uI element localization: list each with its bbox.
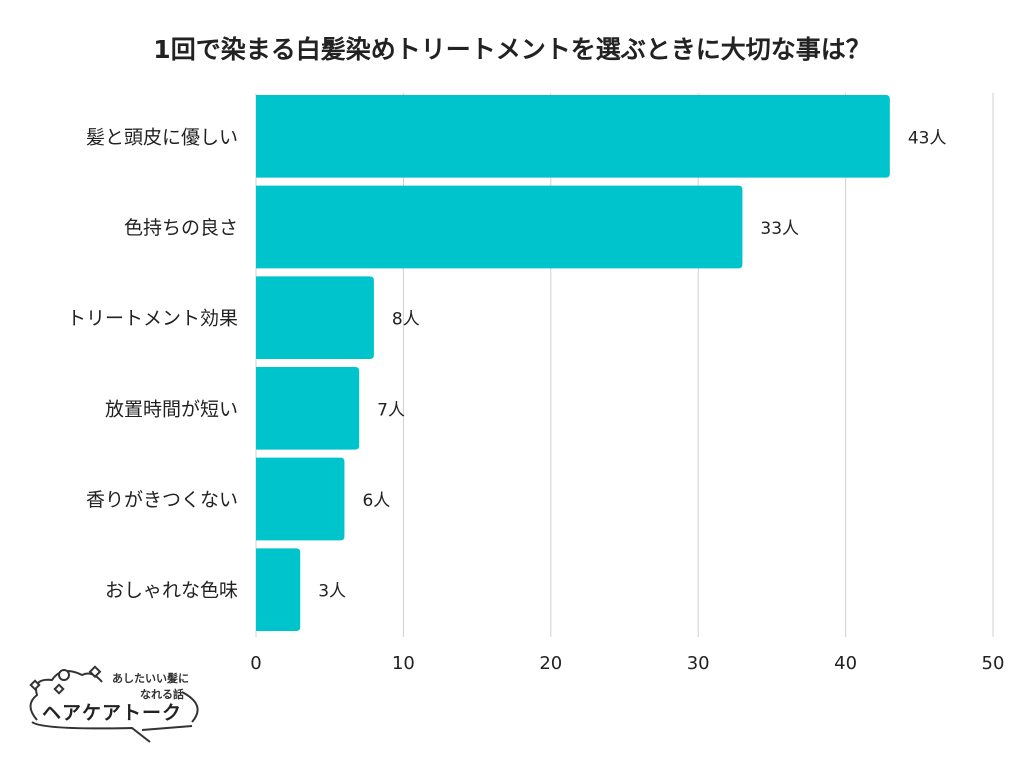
category-label: おしゃれな色味 [105,580,238,602]
data-label: 6人 [362,491,390,511]
x-tick-label: 40 [834,653,857,674]
bar [256,276,374,359]
data-label: 43人 [908,128,947,148]
data-label: 8人 [392,310,420,330]
data-label: 33人 [760,219,799,239]
category-label: 色持ちの良さ [124,217,238,239]
category-label: 香りがきつくない [86,489,238,511]
category-label: トリートメント効果 [67,308,238,330]
data-label: 7人 [377,400,405,420]
category-label: 髪と頭皮に優しい [86,126,238,148]
hair-care-talk-logo: あしたいい髪に なれる話 ヘアケアトーク [22,660,222,745]
bar [256,185,743,269]
x-tick-label: 20 [539,653,562,674]
x-tick-label: 50 [982,653,1005,674]
data-label: 3人 [318,582,346,602]
cloud-bubble-icon [29,665,199,743]
x-tick-label: 0 [250,653,261,674]
chart-title: 1回で染まる白髪染めトリートメントを選ぶときに大切な事は？ [153,35,871,64]
bar [256,367,360,450]
logo-tagline: あしたいい髪に [112,672,189,685]
bar [256,548,301,631]
bar [256,95,890,178]
category-label: 放置時間が短い [105,398,238,420]
logo-tagline-2: なれる話 [140,688,184,701]
x-tick-label: 10 [392,653,415,674]
logo-name: ヘアケアトーク [42,702,183,724]
bar [256,457,345,541]
x-tick-label: 30 [687,653,710,674]
